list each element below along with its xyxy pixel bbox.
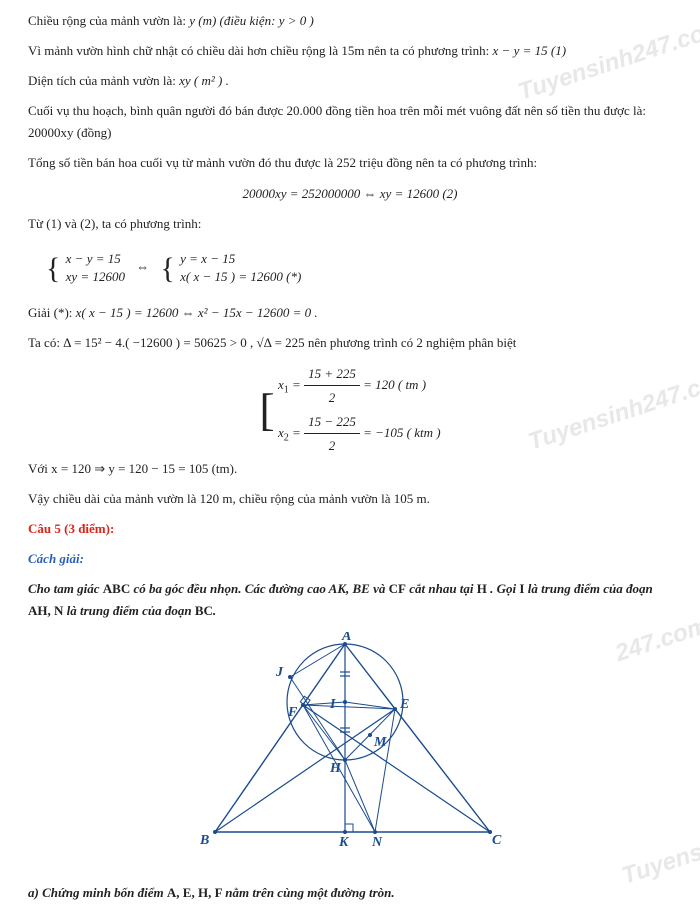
para: Tổng số tiền bán hoa cuối vụ từ mảnh vườ…	[28, 152, 672, 174]
math: y (m) (điều kiện: y > 0 )	[186, 13, 314, 28]
svg-text:M: M	[373, 735, 387, 750]
triangle-diagram-svg: A B C E F H I J K M N	[190, 632, 510, 857]
svg-text:K: K	[338, 835, 350, 850]
para: Cuối vụ thu hoạch, bình quân người đó bá…	[28, 100, 672, 144]
equation-block: [ x1 = 15 + 2252 = 120 ( tm ) x2 = 15 − …	[28, 362, 672, 458]
math: xy ( m² ) .	[176, 73, 229, 88]
solution-heading: Cách giải:	[28, 548, 672, 570]
equation: 20000xy = 252000000 ⇔ xy = 12600 (2)	[28, 183, 672, 205]
svg-text:H: H	[329, 761, 342, 776]
para: Vậy chiều dài của mảnh vườn là 120 m, ch…	[28, 488, 672, 510]
para: Từ (1) và (2), ta có phương trình:	[28, 213, 672, 235]
para: Với x = 120 ⇒ y = 120 − 15 = 105 (tm).	[28, 458, 672, 480]
para: Ta có: Δ = 15² − 4.( −12600 ) = 50625 > …	[28, 332, 672, 354]
svg-text:I: I	[329, 697, 336, 712]
svg-text:F: F	[287, 705, 298, 720]
math: x − y = 15 (1)	[493, 43, 567, 58]
para: Vì mảnh vườn hình chữ nhật có chiều dài …	[28, 40, 672, 62]
para: Diện tích của mảnh vườn là: xy ( m² ) .	[28, 70, 672, 92]
question-heading: Câu 5 (3 điểm):	[28, 518, 672, 540]
svg-text:N: N	[371, 835, 383, 850]
svg-text:J: J	[275, 665, 284, 680]
geometry-diagram: A B C E F H I J K M N	[28, 632, 672, 864]
svg-text:E: E	[399, 697, 409, 712]
para: Giải (*): x( x − 15 ) = 12600 ⇔ x² − 15x…	[28, 302, 672, 324]
svg-text:B: B	[199, 833, 209, 848]
svg-text:A: A	[341, 632, 351, 644]
equation-system: { x − y = 15 xy = 12600 ⇔ { y = x − 15 x…	[46, 243, 672, 294]
svg-text:C: C	[492, 833, 502, 848]
para: Chiều rộng của mảnh vườn là: y (m) (điều…	[28, 10, 672, 32]
problem-statement: Cho tam giác ABC có ba góc đều nhọn. Các…	[28, 578, 672, 622]
document-body: Chiều rộng của mảnh vườn là: y (m) (điều…	[28, 10, 672, 904]
subquestion-a: a) Chứng minh bốn điểm A, E, H, F nằm tr…	[28, 882, 672, 904]
